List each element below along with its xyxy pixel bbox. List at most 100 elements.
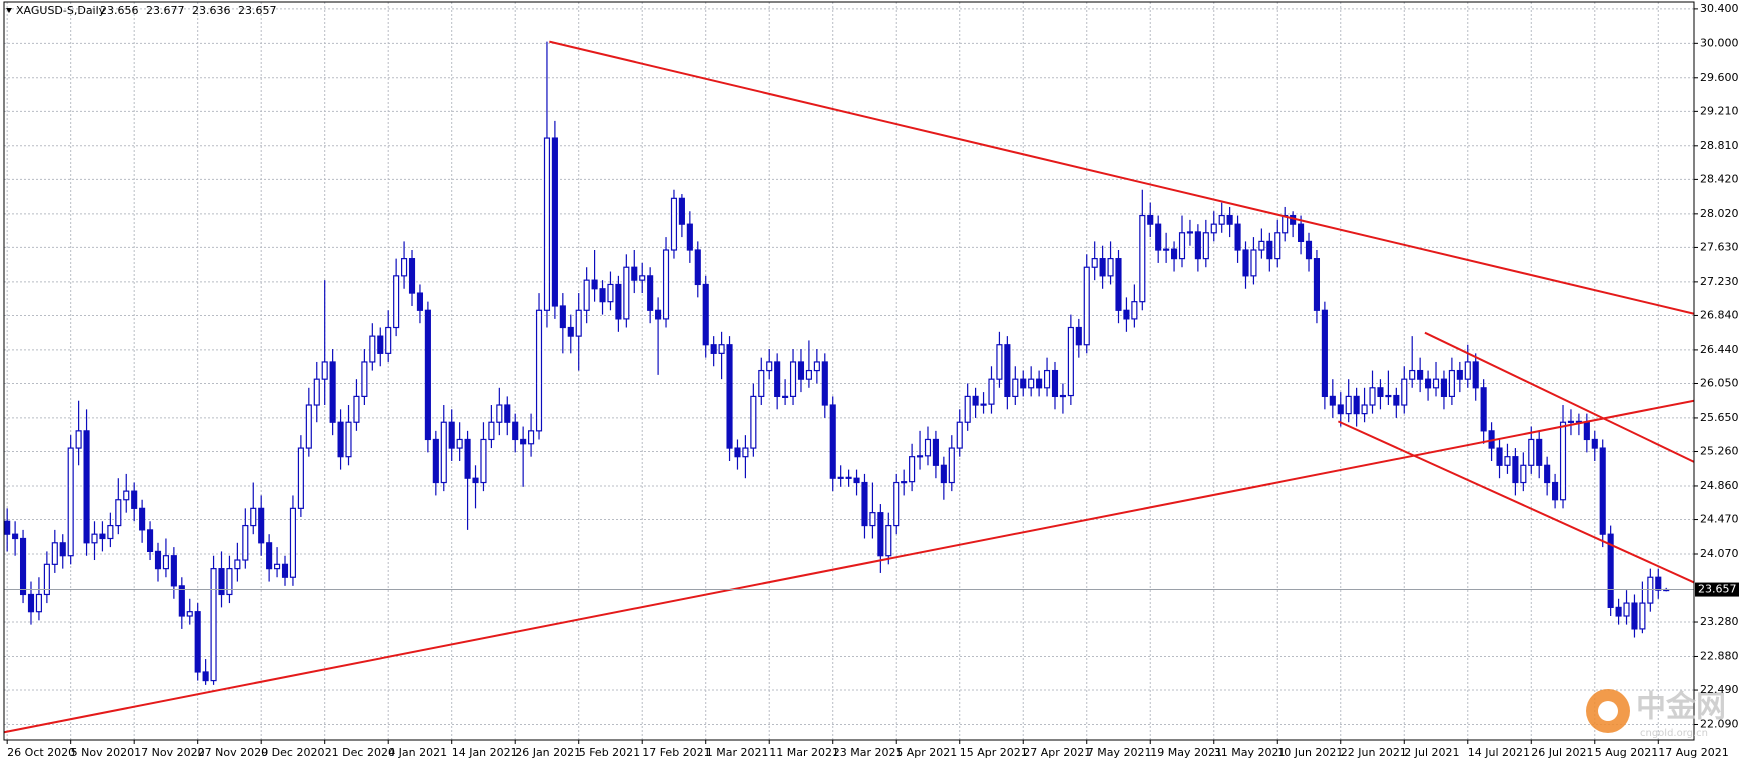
x-tick-label: 19 May 2021 — [1150, 746, 1222, 759]
x-tick-label: 5 Aug 2021 — [1595, 746, 1658, 759]
candle-body — [250, 507, 257, 527]
candle-body — [694, 249, 701, 286]
y-tick-label: 24.070 — [1700, 547, 1739, 560]
candle-body — [75, 430, 82, 449]
candle-body — [91, 533, 98, 544]
y-tick-label: 29.210 — [1700, 104, 1739, 117]
candle-body — [83, 430, 90, 544]
y-tick-label: 24.860 — [1700, 479, 1739, 492]
candle-body — [1353, 395, 1360, 415]
x-tick-label: 14 Jan 2021 — [452, 746, 518, 759]
candle-body — [59, 542, 66, 557]
candle-body — [1544, 464, 1551, 484]
candle-body — [178, 585, 185, 617]
candle-body — [1226, 214, 1233, 225]
y-tick-label: 25.650 — [1700, 411, 1739, 424]
candle-body — [1504, 456, 1511, 466]
candle-body — [43, 563, 50, 596]
y-tick-label: 22.880 — [1700, 649, 1739, 662]
candle-body — [1496, 447, 1503, 466]
candle-body — [464, 438, 471, 479]
candle-body — [670, 197, 678, 251]
candle-body — [218, 568, 225, 596]
candle-body — [1131, 301, 1138, 320]
candle-body — [99, 533, 106, 540]
candle-body — [1059, 394, 1066, 398]
candle-body — [742, 447, 749, 458]
candle-body — [1305, 240, 1313, 260]
x-tick-label: 22 Jun 2021 — [1341, 746, 1407, 759]
candle-body — [512, 421, 519, 441]
x-tick-label: 26 Oct 2020 — [7, 746, 75, 759]
candle-body — [1536, 438, 1543, 466]
candle-body — [1464, 361, 1471, 380]
candle-body — [123, 490, 130, 501]
candle-body — [1337, 404, 1344, 415]
candle-body — [1250, 249, 1257, 277]
candle-body — [718, 344, 725, 354]
candle-body — [1639, 602, 1646, 630]
candle-body — [686, 223, 693, 251]
candle-body — [321, 361, 328, 380]
x-tick-label: 1 Mar 2021 — [706, 746, 769, 759]
candle-body — [488, 421, 495, 441]
x-tick-label: 26 Jan 2021 — [515, 746, 581, 759]
candle-body — [893, 481, 900, 527]
candle-body — [1512, 456, 1519, 484]
candle-body — [940, 464, 947, 484]
candle-body — [853, 477, 860, 484]
y-tick-label: 27.630 — [1700, 240, 1739, 253]
candle-body — [623, 266, 630, 320]
candle-body — [1655, 576, 1662, 591]
candle-body — [1480, 387, 1487, 432]
candle-body — [1385, 394, 1392, 398]
candle-body — [408, 258, 416, 294]
candle-body — [1528, 438, 1535, 466]
candle-body — [35, 593, 42, 613]
candle-body — [948, 447, 955, 484]
x-tick-label: 17 Feb 2021 — [642, 746, 710, 759]
candle-body — [1440, 378, 1448, 398]
candle-body — [242, 524, 249, 561]
y-tick-label: 28.810 — [1700, 139, 1739, 152]
ohlc-readout: 23.657 — [238, 4, 277, 17]
candle-body — [1218, 214, 1225, 225]
candle-body — [1425, 378, 1432, 389]
candle-body — [329, 361, 336, 423]
candle-body — [1329, 395, 1336, 406]
candle-body — [774, 361, 781, 398]
candle-body — [1520, 464, 1527, 484]
ohlc-readout: 23.636 — [192, 4, 231, 17]
candle-body — [1313, 258, 1321, 311]
candle-body — [1369, 387, 1376, 406]
candle-body — [504, 404, 511, 423]
candle-body — [1028, 378, 1035, 389]
candle-body — [988, 378, 995, 405]
candle-body — [305, 404, 312, 449]
candle-body — [361, 361, 368, 398]
ohlc-readout: 23.656 — [100, 4, 139, 17]
candle-body — [1091, 258, 1098, 268]
candle-body — [186, 611, 193, 617]
x-tick-label: 17 Aug 2021 — [1658, 746, 1728, 759]
candle-body — [1194, 231, 1201, 260]
watermark-text: 中金网 — [1636, 690, 1726, 725]
candle-body — [139, 507, 146, 531]
y-tick-label: 28.420 — [1700, 172, 1739, 185]
candle-body — [1432, 378, 1440, 389]
candle-body — [1258, 240, 1265, 251]
candle-body — [1282, 214, 1289, 234]
candle-body — [1036, 378, 1043, 389]
candle-body — [1139, 214, 1146, 303]
candle-body — [1647, 576, 1654, 604]
candle-body — [1012, 378, 1019, 398]
x-tick-label: 5 Nov 2020 — [71, 746, 134, 759]
candle-body — [797, 361, 805, 380]
candle-body — [1321, 309, 1328, 398]
candle-body — [1115, 258, 1122, 311]
watermark-logo — [1598, 701, 1618, 721]
candle-body — [520, 438, 527, 445]
candle-body — [639, 275, 646, 281]
candle-body — [758, 369, 765, 398]
candle-body — [1020, 378, 1027, 389]
